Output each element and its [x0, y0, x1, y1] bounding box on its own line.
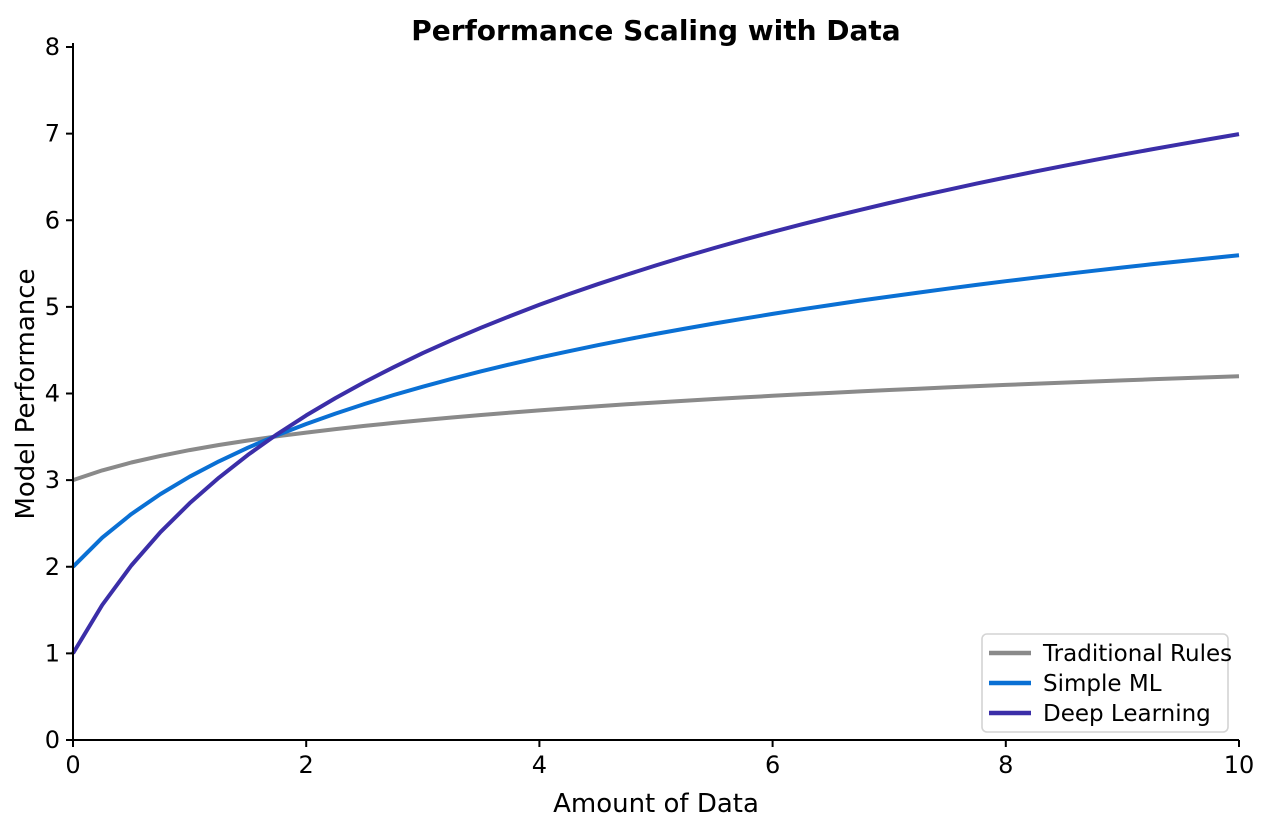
- y-tick-label: 5: [45, 293, 60, 321]
- y-tick-label: 6: [45, 206, 60, 234]
- x-tick-label: 0: [65, 751, 80, 779]
- axes-layer: [72, 43, 1239, 741]
- ticks-layer: 0 2 4 6 8 10 0 1 2 3 4 5 6 7 8: [45, 33, 1255, 779]
- x-tick-label: 8: [998, 751, 1013, 779]
- y-tick-label: 0: [45, 726, 60, 754]
- series-layer: [71, 132, 1240, 655]
- y-tick-label: 1: [45, 639, 60, 667]
- x-tick-label: 10: [1224, 751, 1255, 779]
- legend-label-0: Traditional Rules: [1042, 641, 1232, 667]
- y-axis-label: Model Performance: [11, 268, 41, 519]
- y-tick-label: 7: [45, 120, 60, 148]
- chart-title: Performance Scaling with Data: [411, 14, 900, 47]
- legend-label-1: Simple ML: [1043, 671, 1162, 697]
- x-tick-label: 2: [299, 751, 314, 779]
- x-tick-label: 4: [532, 751, 547, 779]
- legend-label-2: Deep Learning: [1043, 701, 1211, 727]
- x-axis-label: Amount of Data: [553, 789, 759, 819]
- legend: Traditional Rules Simple ML Deep Learning: [981, 633, 1232, 733]
- x-tick-label: 6: [765, 751, 780, 779]
- y-tick-label: 3: [45, 466, 60, 494]
- y-tick-label: 8: [45, 33, 60, 61]
- series-line-0: [72, 374, 1240, 482]
- legend-frame: [981, 633, 1229, 733]
- y-tick-label: 4: [45, 380, 60, 408]
- series-line-2: [71, 132, 1240, 655]
- y-tick-label: 2: [45, 553, 60, 581]
- series-line-1: [71, 253, 1240, 569]
